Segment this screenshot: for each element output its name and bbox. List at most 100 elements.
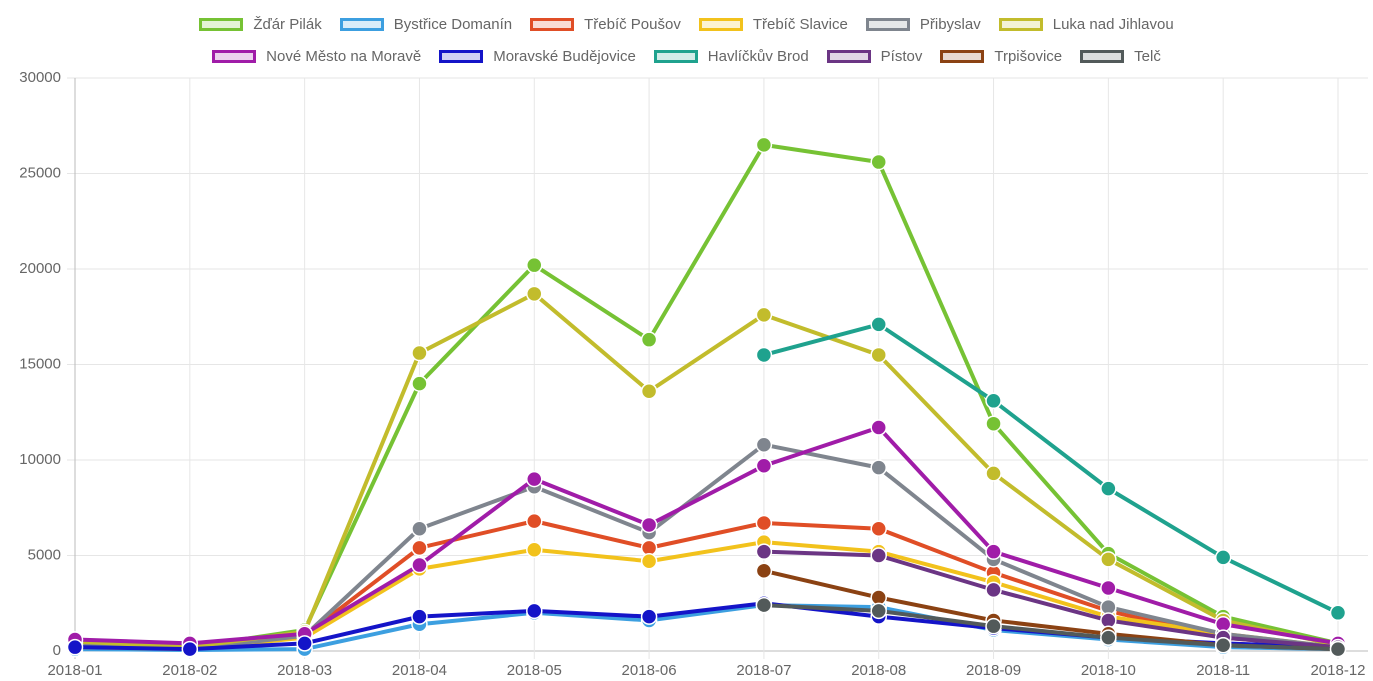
data-point bbox=[870, 602, 887, 620]
y-tick-label: 15000 bbox=[19, 355, 61, 372]
x-tick-label: 2018-05 bbox=[507, 662, 562, 679]
legend-label: Trpišovice bbox=[994, 47, 1063, 65]
data-point bbox=[411, 344, 428, 362]
data-point bbox=[181, 640, 199, 658]
legend-label: Telč bbox=[1134, 47, 1161, 65]
legend-swatch bbox=[826, 49, 871, 63]
data-point bbox=[1100, 629, 1117, 646]
data-point bbox=[755, 596, 773, 614]
x-tick-label: 2018-10 bbox=[1081, 662, 1136, 679]
data-point bbox=[411, 556, 428, 574]
data-point bbox=[640, 382, 658, 400]
data-point bbox=[870, 459, 887, 476]
data-point bbox=[526, 602, 543, 620]
legend-label: Havlíčkův Brod bbox=[707, 47, 809, 65]
legend-item[interactable]: Přibyslav bbox=[865, 15, 981, 33]
series-line bbox=[763, 322, 1339, 615]
data-point bbox=[755, 436, 773, 453]
legend-swatch bbox=[339, 17, 384, 31]
data-point bbox=[526, 256, 543, 274]
data-point bbox=[526, 285, 543, 303]
data-point bbox=[1329, 604, 1347, 622]
legend-item[interactable]: Třebíč Poušov bbox=[530, 16, 681, 33]
x-tick-label: 2018-04 bbox=[392, 662, 447, 679]
x-tick-label: 2018-06 bbox=[622, 662, 677, 679]
x-tick-label: 2018-12 bbox=[1310, 662, 1365, 679]
series-line bbox=[74, 142, 1339, 650]
x-tick-label: 2018-07 bbox=[736, 662, 791, 679]
legend-item[interactable]: Nové Město na Moravě bbox=[212, 48, 421, 65]
legend-swatch bbox=[1080, 49, 1125, 63]
data-point bbox=[1214, 549, 1232, 566]
data-point bbox=[411, 520, 428, 538]
x-tick-label: 2018-08 bbox=[851, 662, 906, 679]
legend-item[interactable]: Havlíčkův Brod bbox=[653, 47, 809, 65]
legend-label: Luka nad Jihlavou bbox=[1052, 15, 1174, 33]
legend-swatch bbox=[212, 49, 257, 63]
data-point bbox=[411, 539, 428, 557]
data-point bbox=[870, 547, 887, 564]
series-line bbox=[74, 425, 1339, 646]
legend-label: Žďár Pilák bbox=[253, 15, 322, 33]
legend-item[interactable]: Žďár Pilák bbox=[199, 15, 322, 33]
data-point bbox=[870, 346, 887, 364]
legend-item[interactable]: Luka nad Jihlavou bbox=[998, 15, 1174, 33]
legend-swatch bbox=[698, 17, 743, 31]
y-tick-label: 0 bbox=[53, 642, 61, 659]
data-point bbox=[411, 375, 428, 392]
data-point bbox=[296, 635, 313, 652]
data-point bbox=[985, 415, 1002, 432]
data-point bbox=[755, 346, 773, 364]
y-tick-label: 5000 bbox=[28, 546, 61, 563]
data-point bbox=[526, 512, 543, 530]
data-point bbox=[1100, 480, 1117, 497]
data-point bbox=[985, 581, 1002, 599]
legend-swatch bbox=[865, 17, 910, 31]
legend-swatch bbox=[653, 49, 698, 63]
data-point bbox=[1214, 637, 1232, 654]
legend-item[interactable]: Moravské Budějovice bbox=[439, 48, 636, 65]
data-point bbox=[640, 608, 658, 625]
data-point bbox=[755, 306, 773, 324]
data-point bbox=[1100, 551, 1117, 568]
legend-label: Bystřice Domanín bbox=[393, 15, 513, 33]
legend-item[interactable]: Pístov bbox=[826, 47, 923, 65]
data-point bbox=[985, 617, 1002, 635]
legend-label: Pístov bbox=[880, 47, 923, 65]
data-point bbox=[870, 153, 887, 171]
x-tick-label: 2018-03 bbox=[277, 662, 332, 679]
y-tick-label: 10000 bbox=[19, 451, 61, 468]
data-point bbox=[640, 516, 658, 534]
data-point bbox=[985, 465, 1002, 482]
y-tick-label: 20000 bbox=[19, 260, 61, 277]
series-line bbox=[763, 549, 1339, 650]
data-point bbox=[66, 638, 84, 656]
legend-item[interactable]: Trpišovice bbox=[940, 48, 1062, 65]
legend-label: Přibyslav bbox=[919, 15, 981, 33]
data-point bbox=[870, 520, 887, 538]
data-point bbox=[870, 316, 887, 333]
legend-swatch bbox=[940, 49, 985, 63]
data-point bbox=[985, 543, 1002, 560]
y-tick-label: 30000 bbox=[19, 69, 61, 86]
series-line bbox=[74, 519, 1339, 652]
legend-item[interactable]: Bystřice Domanín bbox=[339, 15, 513, 33]
x-tick-label: 2018-01 bbox=[47, 662, 102, 679]
data-point bbox=[526, 541, 543, 559]
legend-label: Moravské Budějovice bbox=[493, 47, 636, 65]
legend-swatch bbox=[998, 17, 1043, 31]
legend-item[interactable]: Telč bbox=[1080, 48, 1161, 65]
series-line bbox=[74, 291, 1339, 650]
x-tick-label: 2018-02 bbox=[162, 662, 217, 679]
data-point bbox=[755, 514, 773, 532]
legend-item[interactable]: Třebíč Slavice bbox=[698, 15, 848, 33]
series-line bbox=[763, 603, 1339, 652]
series-line bbox=[74, 540, 1339, 652]
data-point bbox=[640, 331, 658, 348]
legend-label: Třebíč Slavice bbox=[752, 15, 848, 33]
x-tick-label: 2018-09 bbox=[966, 662, 1021, 679]
legend-swatch bbox=[439, 49, 484, 63]
y-tick-label: 25000 bbox=[19, 164, 61, 181]
